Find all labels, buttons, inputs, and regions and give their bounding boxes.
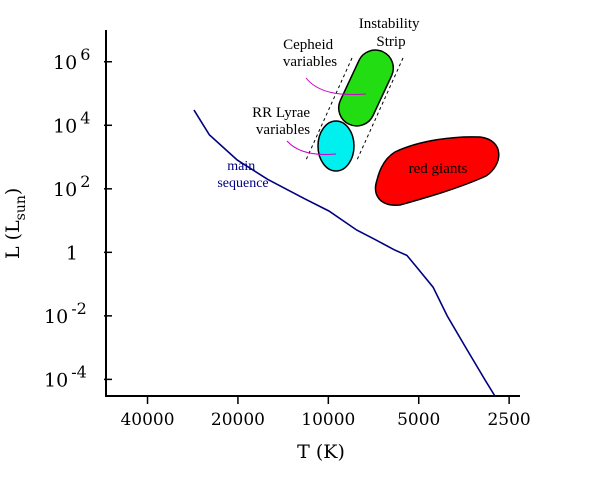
main-sequence-label: main sequence (217, 159, 268, 191)
y-axis-title: L (Lsun) (2, 188, 29, 259)
y-axis-title-close: ) (2, 188, 24, 195)
y-tick-label: 1 (66, 242, 78, 264)
cepheid-label-line2: variables (283, 54, 337, 70)
y-axis-title-main: L (L (2, 220, 24, 259)
red-giants-label: red giants (409, 161, 468, 177)
x-tick-label: 5000 (397, 410, 440, 430)
x-tick-label: 20000 (211, 410, 265, 430)
y-tick-label: 10 6 (53, 45, 90, 74)
cepheid-region (337, 49, 395, 127)
y-tick-label: 10 4 (53, 108, 90, 137)
instability-strip-label: Instability Strip (359, 16, 424, 50)
instability-strip-label-line1: Instability (359, 16, 420, 32)
rr-lyrae-label: RR Lyrae variables (252, 105, 314, 138)
main-sequence-label-line1: main (227, 159, 255, 174)
rr-lyrae-pointer (286, 140, 337, 156)
x-tick-label: 10000 (301, 410, 355, 430)
instability-strip-label-line2: Strip (376, 34, 405, 50)
cepheid-label: Cepheid variables (283, 37, 337, 70)
x-tick-label: 40000 (120, 410, 174, 430)
y-axis-ticks: 10 6 10 4 10 2 1 10 -2 10 -4 (44, 45, 112, 391)
cepheid-pointer (305, 77, 367, 96)
rr-lyrae-region (317, 120, 355, 172)
x-axis-ticks: 40000 20000 10000 5000 2500 (120, 396, 531, 430)
red-giants-region (374, 136, 500, 206)
y-tick-label: 10 -2 (44, 299, 87, 328)
rr-lyrae-label-line2: variables (256, 122, 310, 138)
x-axis-title: T (K) (297, 441, 345, 463)
main-sequence-label-line2: sequence (217, 176, 268, 191)
main-sequence-line (193, 109, 496, 397)
rr-lyrae-label-line1: RR Lyrae (252, 105, 310, 121)
y-tick-label: 10 -4 (44, 362, 87, 391)
y-axis-title-sub: sun (13, 195, 29, 220)
x-tick-label: 2500 (487, 410, 530, 430)
instability-strip-band (305, 57, 404, 161)
cepheid-label-line1: Cepheid (283, 37, 333, 53)
y-tick-label: 10 2 (53, 172, 90, 201)
